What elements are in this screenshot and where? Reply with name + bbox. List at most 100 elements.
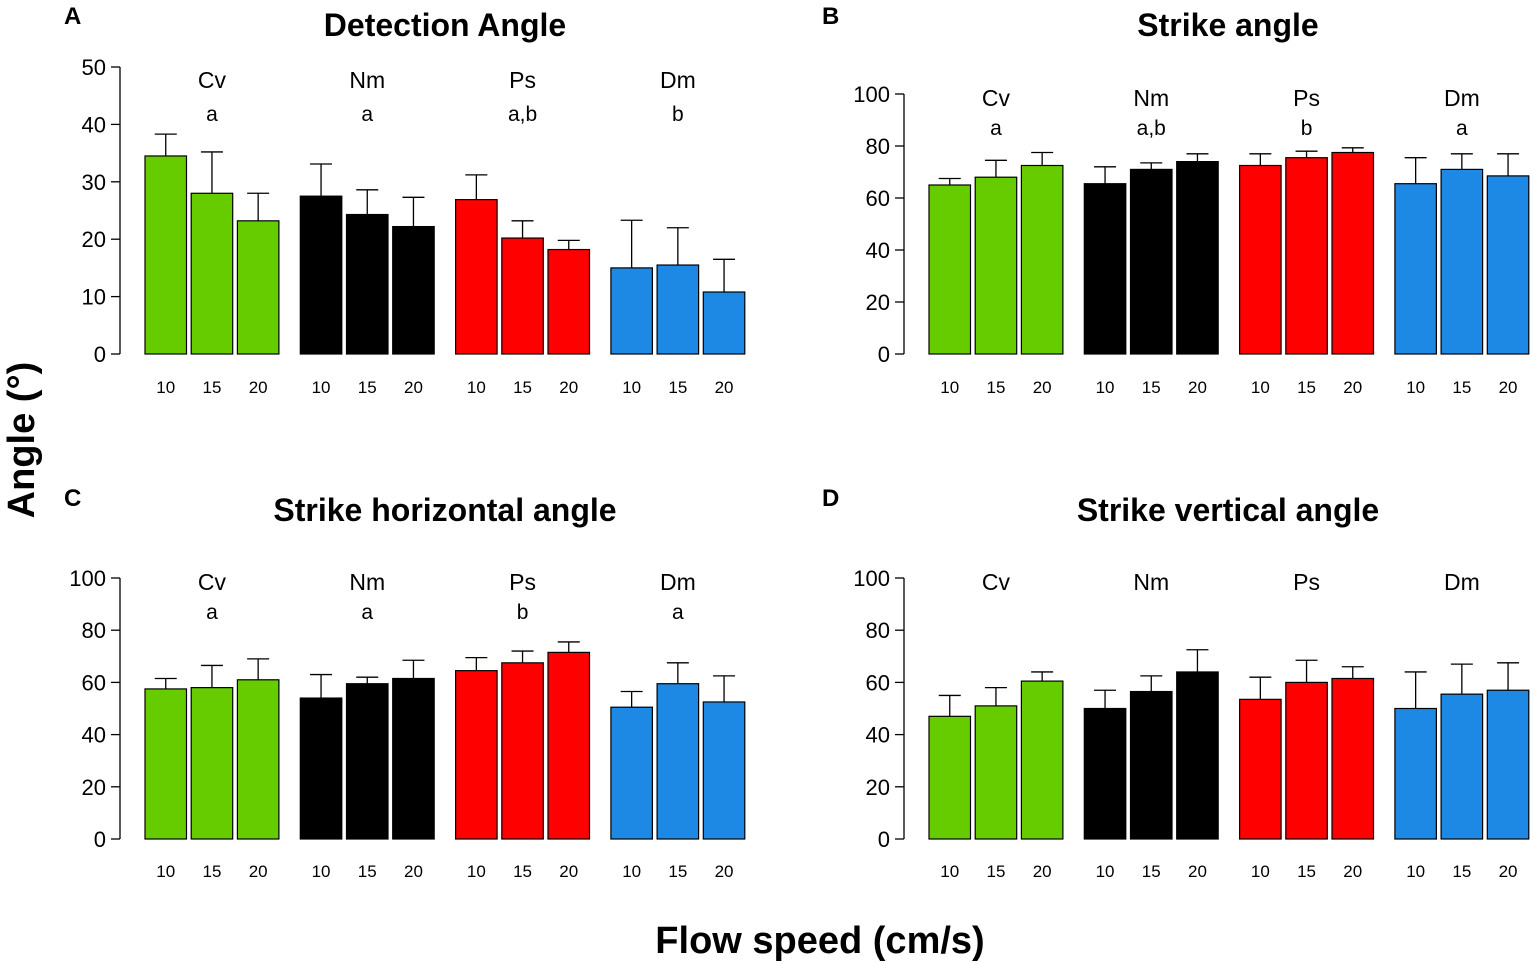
bar-ps-15	[1285, 157, 1328, 355]
x-tick-label: 15	[986, 862, 1005, 881]
y-tick-label: 0	[878, 827, 890, 852]
significance-label: a	[1456, 117, 1468, 140]
panel-d: D Strike vertical angle 0 20 40 60 80 100 10 15 20…	[822, 485, 1530, 881]
x-tick-label: 15	[1452, 862, 1471, 881]
x-tick-label: 10	[156, 378, 175, 397]
y-tick-label: 40	[866, 238, 890, 263]
x-tick-label: 10	[467, 862, 486, 881]
group-label: Cv	[982, 85, 1011, 111]
significance-label: a	[206, 103, 218, 126]
x-tick-label: 15	[1297, 378, 1316, 397]
x-tick-label: 15	[358, 378, 377, 397]
x-tick-label: 15	[513, 378, 532, 397]
group-label: Cv	[982, 569, 1011, 595]
bar-cv-10	[144, 155, 188, 355]
y-tick-label: 0	[878, 342, 890, 367]
bar-nm-20	[392, 677, 435, 840]
bar-dm-15	[1440, 168, 1484, 355]
bar-nm-15	[345, 213, 389, 355]
x-tick-label: 10	[1406, 378, 1425, 397]
bar-ps-10	[455, 670, 498, 840]
bar-ps-20	[1331, 677, 1375, 840]
bar-dm-10	[610, 267, 654, 355]
x-tick-label: 10	[1251, 378, 1270, 397]
x-tick-label: 20	[1343, 862, 1362, 881]
x-tick-label: 10	[622, 378, 641, 397]
panel-letter: C	[64, 485, 81, 512]
y-tick-label: 40	[82, 723, 106, 748]
panel-letter: D	[822, 485, 839, 512]
bar-ps-10	[1238, 698, 1282, 840]
x-tick-label: 15	[1142, 862, 1161, 881]
x-tick-label: 20	[404, 378, 423, 397]
y-tick-label: 20	[866, 775, 890, 800]
y-tick-label: 40	[82, 112, 106, 137]
y-tick-label: 80	[866, 618, 890, 643]
bar-dm-15	[656, 683, 700, 840]
y-tick-label: 80	[82, 618, 106, 643]
bar-dm-20	[1486, 175, 1530, 355]
panel-letter: B	[822, 3, 839, 30]
significance-label: a	[206, 601, 218, 624]
bar-nm-20	[1176, 671, 1219, 840]
bar-nm-10	[1083, 183, 1127, 355]
bar-ps-15	[501, 237, 544, 355]
bar-ps-15	[1285, 681, 1328, 840]
bar-cv-20	[1020, 164, 1064, 355]
x-axis-title: Flow speed (cm/s)	[655, 920, 984, 962]
group-label: Dm	[1444, 569, 1480, 595]
panel-c: C Strike horizontal angle 0 20 40 60 80 100 10 15…	[64, 485, 746, 881]
x-tick-label: 10	[467, 378, 486, 397]
y-tick-label: 100	[853, 82, 890, 107]
x-tick-label: 15	[202, 862, 221, 881]
x-tick-label: 20	[249, 862, 268, 881]
x-tick-label: 15	[1452, 378, 1471, 397]
bar-nm-10	[299, 697, 343, 840]
y-tick-label: 100	[69, 566, 106, 591]
y-tick-label: 10	[82, 285, 106, 310]
bar-nm-10	[299, 195, 343, 355]
x-tick-label: 10	[622, 862, 641, 881]
y-tick-label: 20	[866, 290, 890, 315]
significance-label: a	[361, 601, 373, 624]
significance-label: a	[361, 103, 373, 126]
bar-cv-20	[236, 679, 280, 840]
bar-dm-10	[1394, 183, 1438, 355]
panel-letter: A	[64, 3, 81, 30]
bar-ps-10	[1238, 164, 1282, 355]
x-tick-label: 10	[940, 378, 959, 397]
x-tick-label: 20	[1188, 378, 1207, 397]
y-tick-label: 30	[82, 170, 106, 195]
x-tick-label: 15	[1297, 862, 1316, 881]
bar-cv-15	[974, 705, 1018, 840]
x-tick-label: 15	[1142, 378, 1161, 397]
panel-title: Detection Angle	[324, 7, 566, 43]
bar-ps-20	[547, 248, 591, 355]
y-tick-label: 20	[82, 775, 106, 800]
y-tick-label: 60	[866, 186, 890, 211]
group-label: Dm	[1444, 85, 1480, 111]
x-tick-label: 20	[559, 378, 578, 397]
x-tick-label: 20	[1499, 378, 1518, 397]
group-label: Cv	[198, 67, 227, 93]
bar-nm-15	[345, 683, 389, 840]
x-tick-label: 20	[404, 862, 423, 881]
y-tick-label: 0	[94, 342, 106, 367]
group-label: Nm	[1133, 569, 1169, 595]
significance-label: b	[517, 601, 529, 624]
y-tick-label: 20	[82, 227, 106, 252]
group-label: Nm	[349, 569, 385, 595]
group-label: Ps	[509, 569, 536, 595]
panel-title: Strike vertical angle	[1077, 492, 1379, 528]
bar-cv-15	[190, 687, 234, 840]
y-tick-label: 60	[866, 670, 890, 695]
x-tick-label: 20	[1188, 862, 1207, 881]
panel-b: B Strike angle 0 20 40 60 80 100 10 15 20 Cv a 10 15 20…	[822, 3, 1530, 397]
bar-cv-10	[928, 184, 972, 355]
group-label: Ps	[1293, 85, 1320, 111]
panel-title: Strike angle	[1137, 7, 1318, 43]
bar-dm-20	[702, 291, 746, 355]
y-tick-label: 50	[82, 55, 106, 80]
bar-dm-15	[656, 264, 700, 355]
